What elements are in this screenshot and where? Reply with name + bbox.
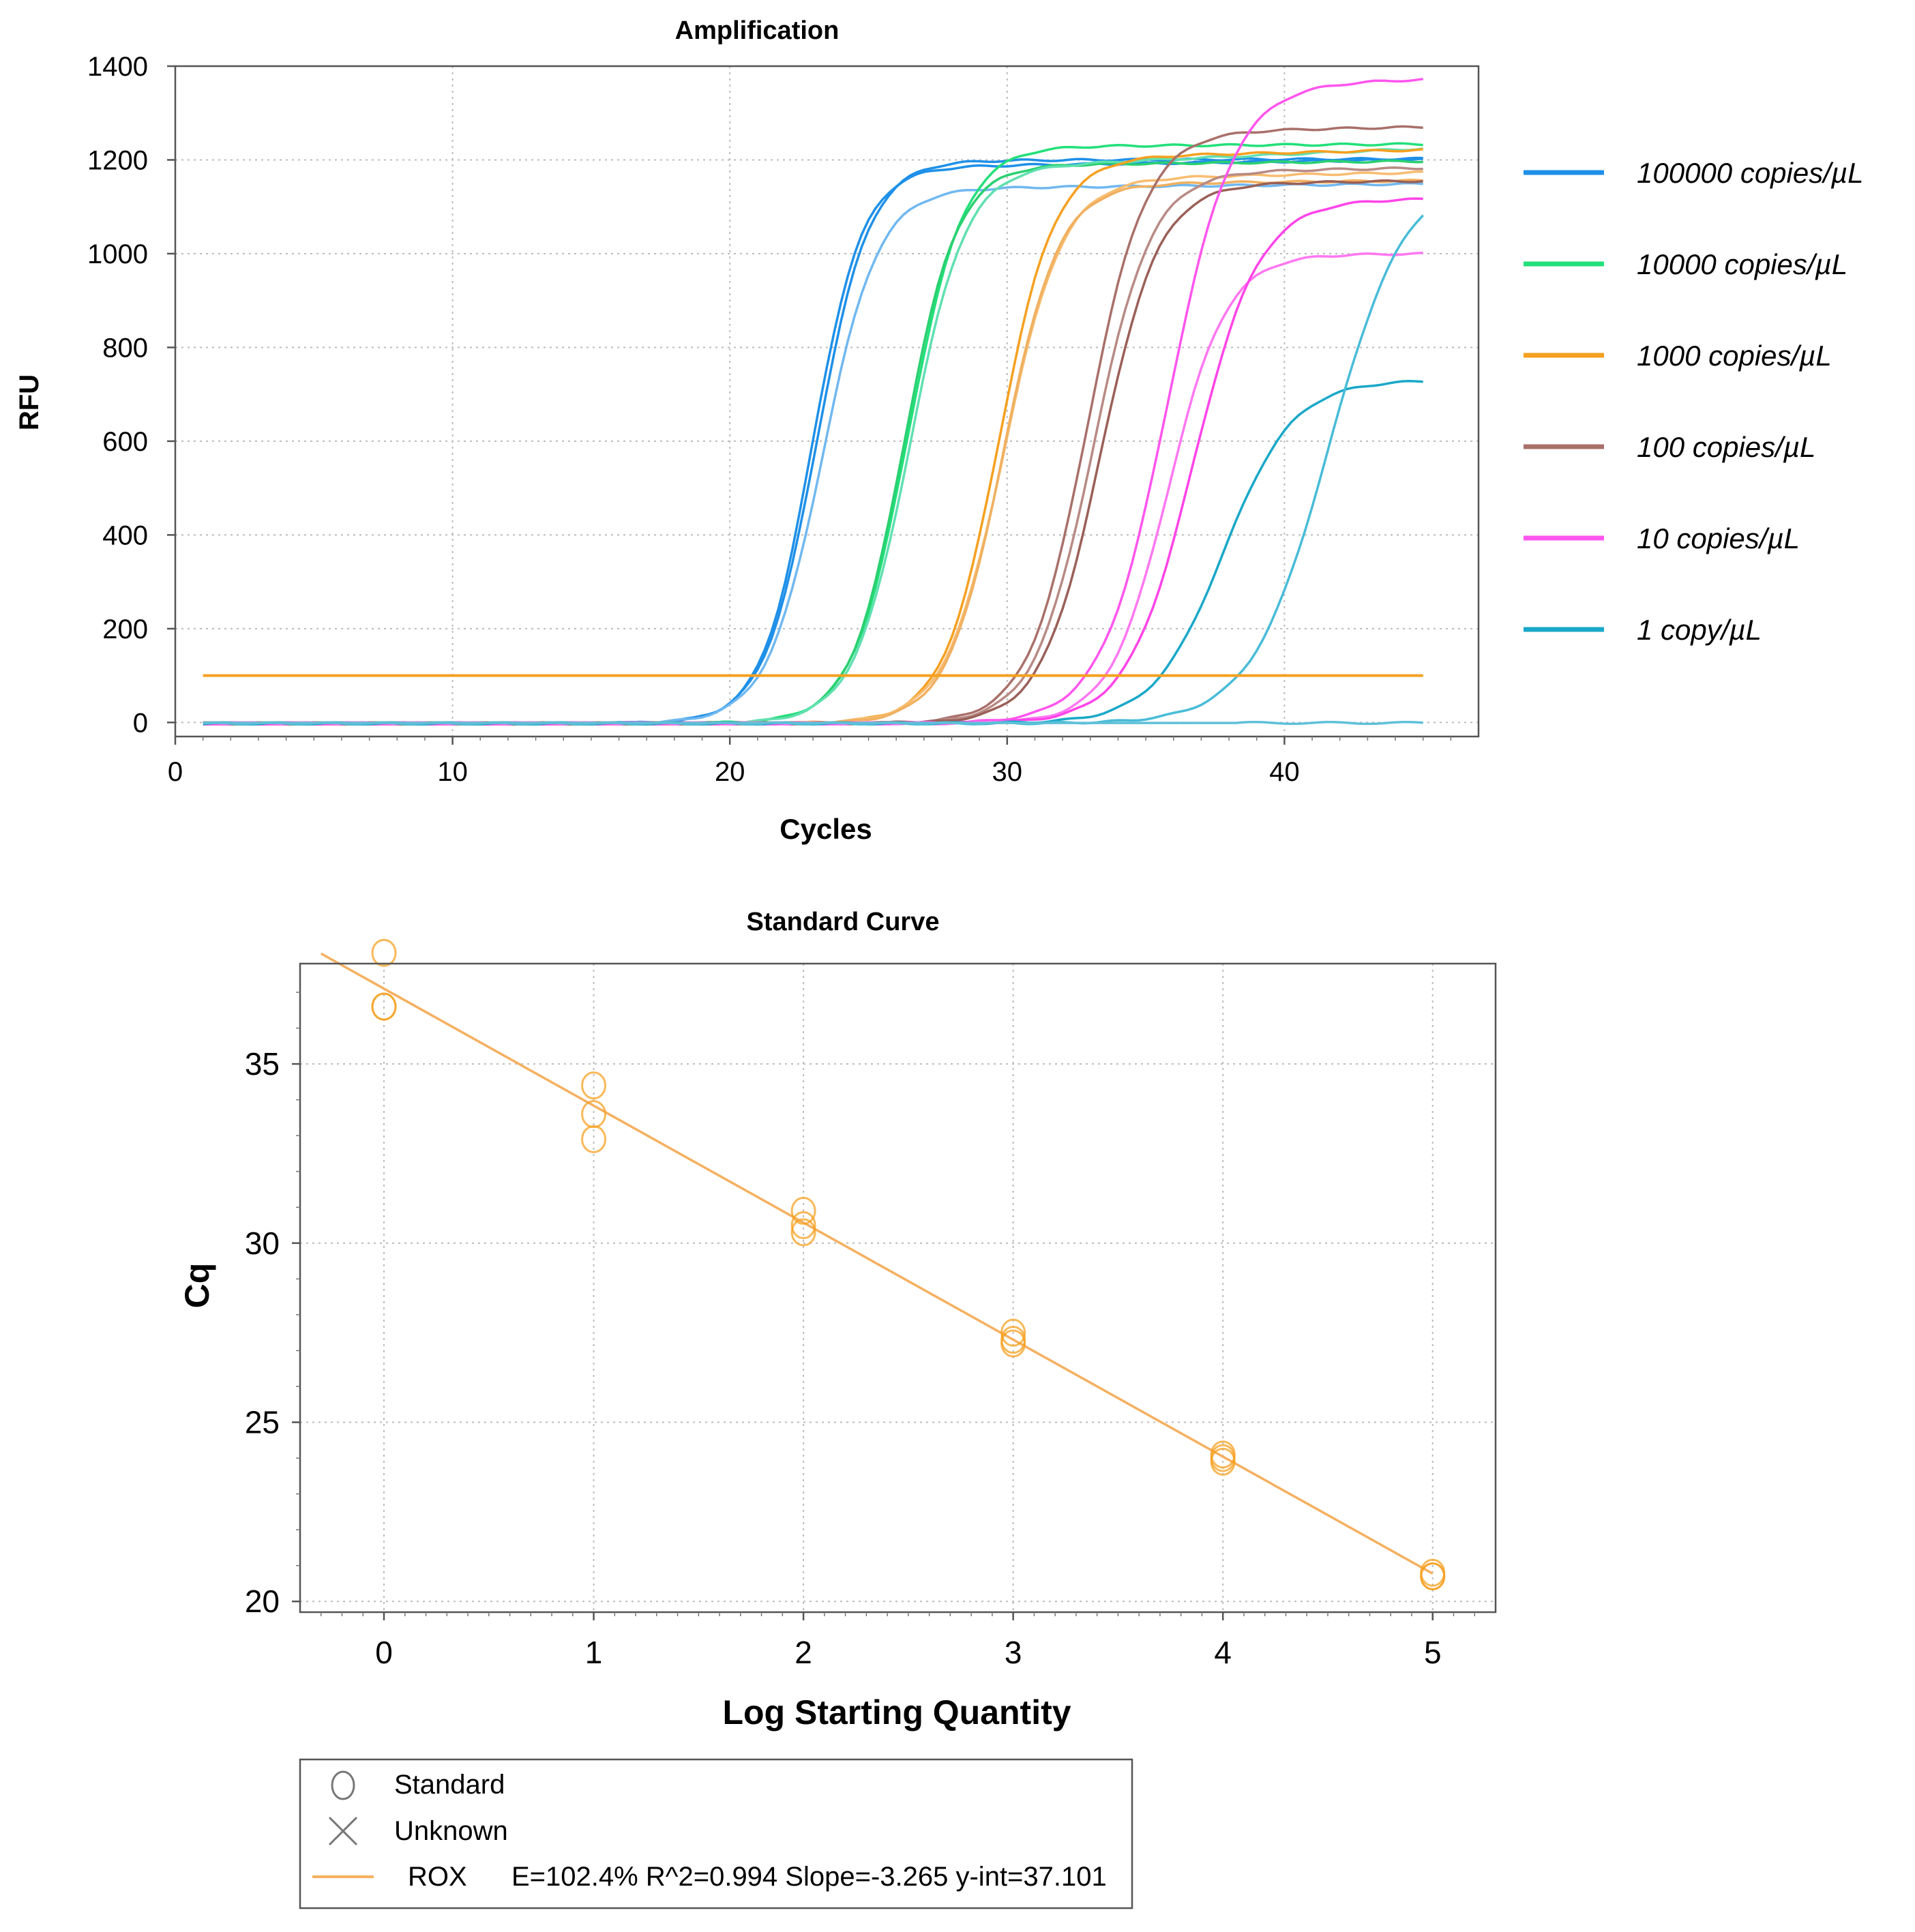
std-xtick-label-1: 1	[585, 1635, 603, 1670]
standard-curve-x-ticks: 0 1 2 3 4 5	[321, 1612, 1474, 1670]
std-point-3	[372, 940, 396, 966]
amplification-gridlines	[175, 66, 1479, 737]
standard-curve-plot-frame	[300, 964, 1496, 1612]
amp-series-line-10	[203, 126, 1423, 724]
std-xtick-label-5: 5	[1424, 1635, 1442, 1670]
amplification-plot-frame	[175, 66, 1479, 737]
std-xtick-label-2: 2	[795, 1635, 812, 1670]
legend-rox-label: ROX	[408, 1862, 467, 1892]
amp-legend-label-3: 1000 copies/µL	[1637, 340, 1832, 372]
amp-ytick-label-1400: 1400	[87, 52, 148, 82]
std-ytick-label-30: 30	[245, 1225, 280, 1261]
amp-series-line-8	[203, 172, 1423, 724]
amplification-legend: 100000 copies/µL 10000 copies/µL 1000 copi…	[1524, 157, 1863, 646]
standard-curve-fit-line	[321, 953, 1433, 1573]
standard-curve-legend: Standard Unknown ROX E=102.4% R^2=0.994 …	[300, 1759, 1132, 1908]
amp-ytick-label-1000: 1000	[87, 239, 148, 269]
amp-legend-label-5: 10 copies/µL	[1637, 522, 1800, 554]
amp-legend-label-6: 1 copy/µL	[1637, 614, 1762, 646]
amplification-title: Amplification	[675, 16, 840, 45]
amp-ytick-label-400: 400	[102, 520, 148, 550]
amp-xtick-label-40: 40	[1269, 757, 1300, 787]
amplification-x-ticks: 0 10 20 30 40	[168, 737, 1451, 787]
amp-xtick-label-20: 20	[715, 757, 745, 787]
amp-xtick-label-10: 10	[437, 757, 468, 787]
std-ytick-label-35: 35	[245, 1046, 280, 1082]
amp-series-line-14	[203, 253, 1423, 724]
amp-series-line-12	[203, 181, 1423, 724]
standard-curve-title: Standard Curve	[747, 908, 940, 936]
amp-xtick-label-0: 0	[168, 757, 183, 787]
standard-curve-x-axis-label: Log Starting Quantity	[722, 1693, 1071, 1732]
amp-series-line-18	[203, 722, 1423, 724]
amplification-y-axis-label: RFU	[14, 374, 44, 430]
std-xtick-label-3: 3	[1005, 1635, 1022, 1670]
amplification-y-ticks: 0 200 400 600 800 1000 1200 1400	[87, 52, 175, 738]
amp-legend-label-4: 100 copies/µL	[1637, 431, 1815, 463]
figure-canvas: Amplification 0 10 20 30 40 0200400600800100…	[0, 0, 1915, 1932]
amp-series-line-9	[203, 180, 1423, 724]
legend-unknown-label: Unknown	[394, 1816, 508, 1846]
standard-curve-gridlines	[300, 964, 1496, 1612]
standard-curve-chart: Standard Curve 0 1 2 3 4 5 20 25 30 35 Log Start…	[178, 908, 1496, 1908]
standard-curve-y-axis-label: Cq	[178, 1263, 216, 1309]
std-ytick-label-20: 20	[245, 1584, 280, 1619]
amp-ytick-label-800: 800	[102, 333, 148, 363]
amp-ytick-label-200: 200	[102, 614, 148, 644]
amplification-x-axis-label: Cycles	[780, 813, 872, 845]
amp-ytick-label-0: 0	[133, 708, 148, 738]
std-xtick-label-0: 0	[375, 1635, 393, 1670]
legend-standard-label: Standard	[394, 1770, 505, 1800]
amplification-chart: Amplification 0 10 20 30 40 0 200 400 600 800 100…	[14, 16, 1863, 845]
amp-series-line-1	[203, 159, 1423, 724]
amp-ytick-label-1200: 1200	[87, 145, 148, 175]
amp-series-line-3	[203, 183, 1423, 725]
std-xtick-label-4: 4	[1214, 1635, 1232, 1670]
amp-legend-label-1: 100000 copies/µL	[1637, 157, 1863, 189]
legend-stats: E=102.4% R^2=0.994 Slope=-3.265 y-int=37…	[511, 1862, 1107, 1892]
amp-ytick-label-600: 600	[102, 427, 148, 457]
amp-legend-label-2: 10000 copies/µL	[1637, 248, 1847, 280]
amplification-series	[203, 79, 1423, 724]
std-ytick-label-25: 25	[245, 1405, 280, 1440]
standard-curve-points	[372, 940, 1444, 1589]
standard-curve-y-ticks: 20 25 30 35	[245, 992, 300, 1619]
amp-xtick-label-30: 30	[992, 757, 1023, 787]
